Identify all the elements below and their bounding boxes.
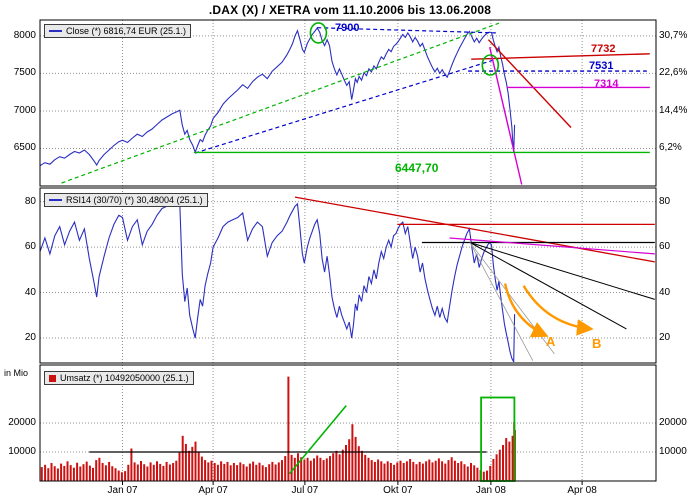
chart-title: .DAX (X) / XETRA vom 11.10.2006 bis 13.0… xyxy=(208,3,492,17)
